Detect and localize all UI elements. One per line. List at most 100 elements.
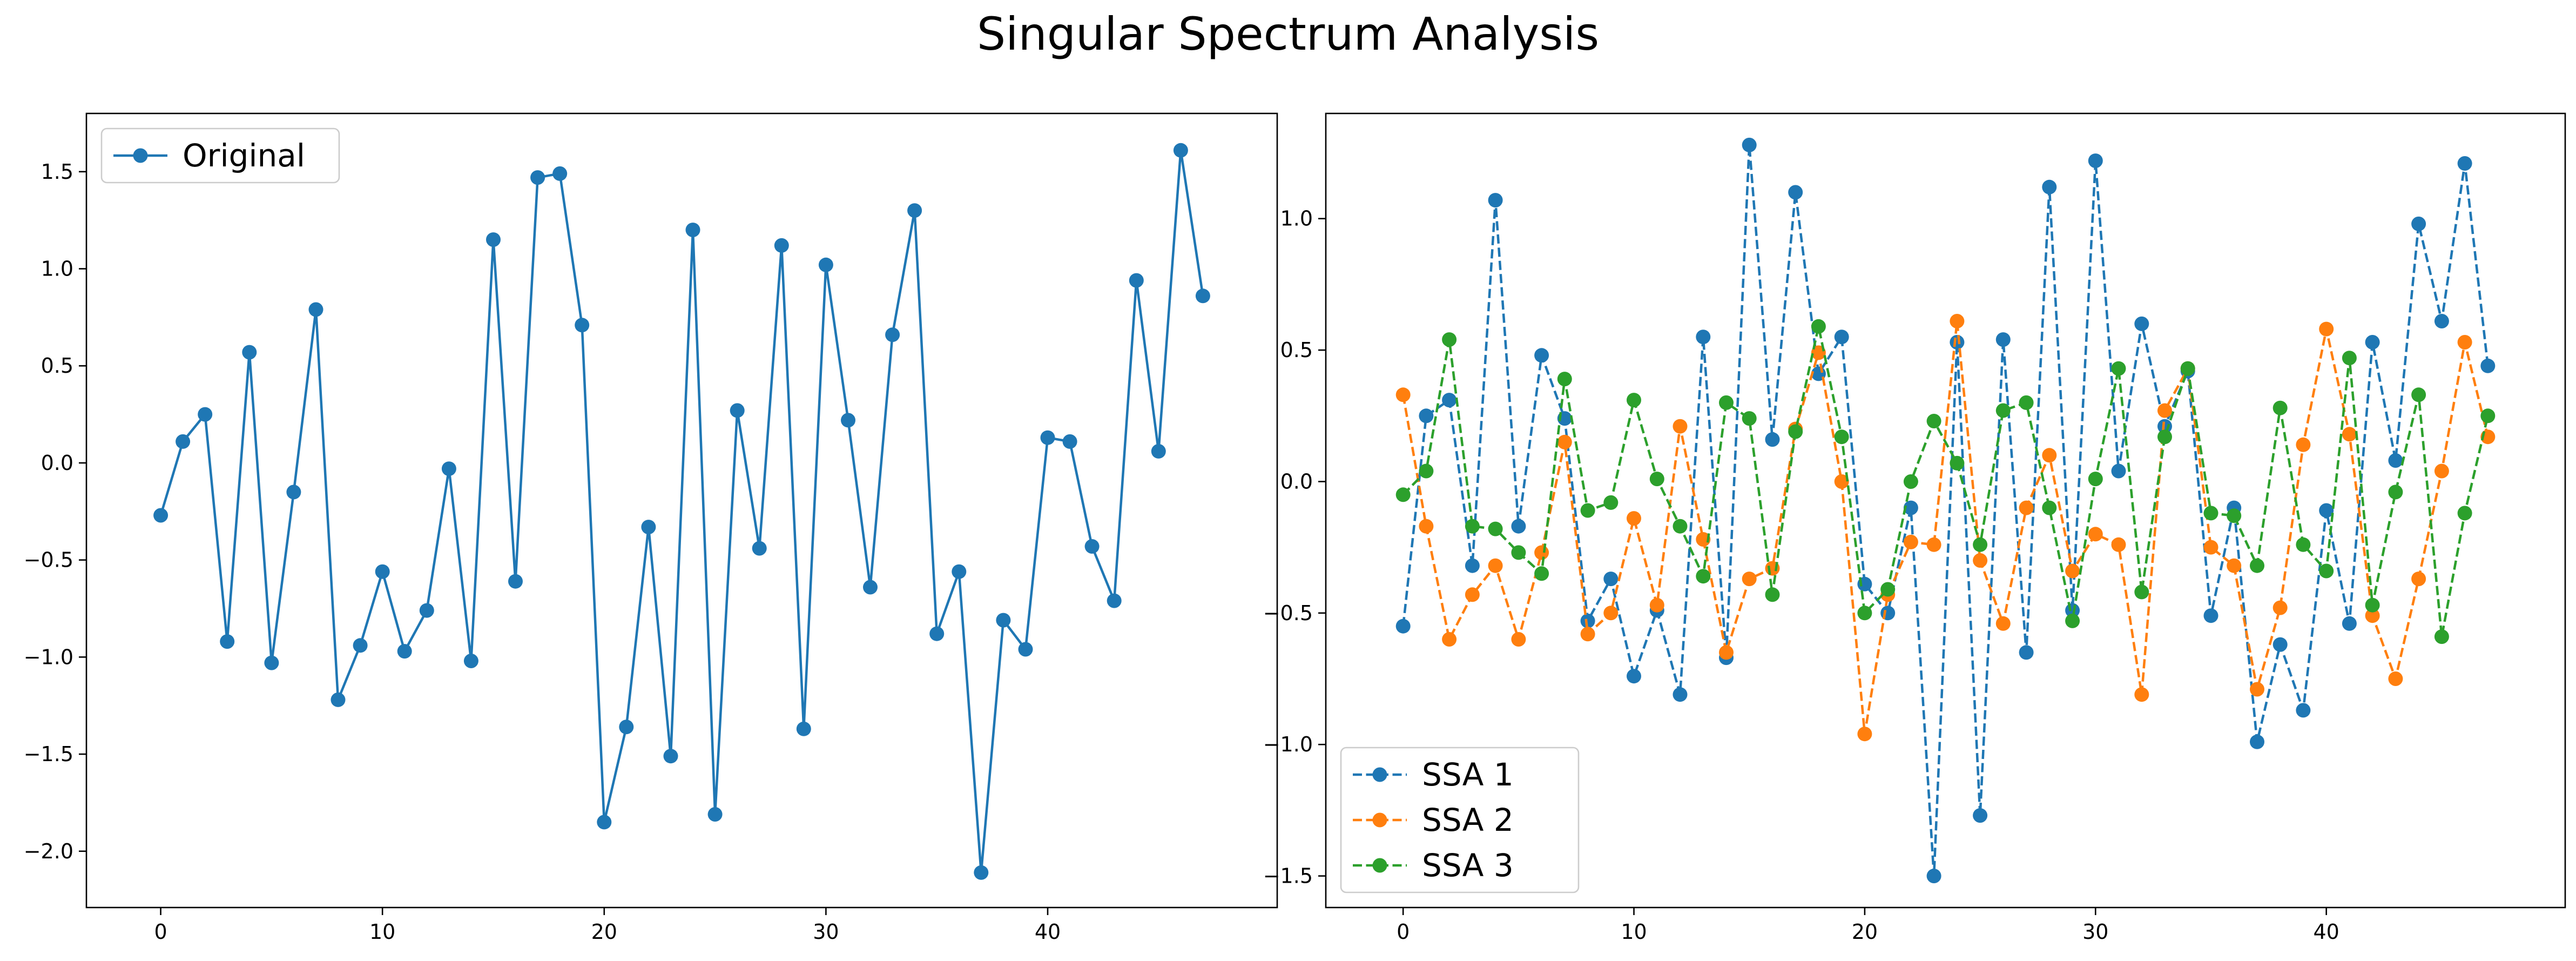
data-point <box>198 407 213 422</box>
data-point <box>2042 179 2057 194</box>
data-point <box>907 203 922 218</box>
data-point <box>176 434 191 449</box>
data-point <box>2134 687 2149 702</box>
y-tick-label: 1.5 <box>41 160 73 184</box>
data-point <box>2272 637 2288 652</box>
data-point <box>530 170 545 185</box>
data-point <box>2157 429 2172 445</box>
data-point <box>1788 185 1803 200</box>
data-point <box>1950 335 1965 350</box>
data-point <box>1834 474 1849 489</box>
legend-marker <box>1372 767 1387 782</box>
data-point <box>2180 361 2195 376</box>
data-point <box>952 564 967 579</box>
data-point <box>1995 616 2011 631</box>
data-point <box>552 166 568 181</box>
data-point <box>619 720 634 735</box>
series-ssa-3 <box>1395 319 2496 644</box>
y-tick-label: −0.5 <box>24 548 73 572</box>
data-point <box>375 564 390 579</box>
data-point <box>1151 443 1166 459</box>
data-point <box>1603 606 1619 621</box>
data-point <box>1173 143 1188 158</box>
data-point <box>2411 572 2426 587</box>
data-point <box>2088 527 2103 542</box>
data-point <box>1580 613 1595 628</box>
data-point <box>1950 314 1965 328</box>
data-point <box>2042 500 2057 515</box>
data-point <box>2434 463 2449 479</box>
data-point <box>1696 330 1711 345</box>
data-point <box>1465 519 1480 534</box>
data-point <box>2065 613 2080 628</box>
data-point <box>1696 532 1711 547</box>
data-point <box>1742 137 1757 152</box>
data-point <box>1627 511 1641 526</box>
data-point <box>2388 671 2403 686</box>
data-point <box>641 520 656 535</box>
data-point <box>1129 273 1144 288</box>
data-point <box>2250 558 2264 573</box>
data-point <box>2203 540 2218 555</box>
y-tick-label: −1.0 <box>1263 732 1313 756</box>
data-point <box>1673 419 1688 434</box>
y-tick-label: 0.0 <box>41 451 73 475</box>
data-point <box>1950 455 1965 471</box>
data-point <box>2388 453 2403 468</box>
data-point <box>2157 419 2172 434</box>
data-point <box>397 644 412 659</box>
data-point <box>2342 616 2357 631</box>
data-point <box>1442 332 1457 347</box>
data-point <box>1557 434 1572 449</box>
data-point <box>1811 319 1826 334</box>
data-point <box>1627 669 1641 684</box>
data-point <box>1442 632 1457 647</box>
data-point <box>2042 448 2057 463</box>
data-point <box>1857 606 1872 621</box>
data-point <box>1880 582 1896 597</box>
data-point <box>2365 597 2380 613</box>
x-tick-label: 20 <box>1852 920 1878 944</box>
data-point <box>2272 400 2288 415</box>
data-point <box>1195 288 1210 304</box>
data-point <box>1742 572 1757 587</box>
y-tick-label: 1.0 <box>41 257 73 281</box>
data-point <box>818 257 833 272</box>
legend-item: SSA 2 <box>1353 802 1514 838</box>
data-point <box>2342 427 2357 442</box>
data-point <box>1580 627 1595 642</box>
data-point <box>153 508 168 523</box>
data-point <box>2319 503 2334 518</box>
data-point <box>2111 537 2126 552</box>
data-point <box>2457 156 2472 171</box>
data-point <box>1995 332 2011 347</box>
axes-frame <box>1325 112 2566 909</box>
data-point <box>2134 584 2149 600</box>
legend-label: SSA 3 <box>1422 847 1514 884</box>
data-point <box>1395 487 1411 502</box>
data-point <box>707 807 723 822</box>
data-point <box>2250 682 2264 697</box>
data-point <box>1534 566 1549 581</box>
data-point <box>2480 358 2496 373</box>
data-point <box>2088 472 2103 487</box>
x-tick-label: 0 <box>154 920 167 944</box>
data-point <box>2272 600 2288 615</box>
data-point <box>1488 521 1503 536</box>
data-point <box>1534 348 1549 363</box>
data-point <box>419 603 434 618</box>
data-point <box>2296 537 2311 552</box>
data-point <box>2227 508 2242 523</box>
data-point <box>2065 563 2080 579</box>
data-point <box>663 749 678 764</box>
data-point <box>1673 519 1688 534</box>
y-tick-label: −1.5 <box>24 742 73 766</box>
y-tick-label: −0.5 <box>1263 601 1313 625</box>
y-tick-label: −2.0 <box>24 839 73 863</box>
data-point <box>441 461 456 476</box>
data-point <box>1649 472 1664 487</box>
data-point <box>2457 506 2472 521</box>
data-point <box>841 413 855 428</box>
